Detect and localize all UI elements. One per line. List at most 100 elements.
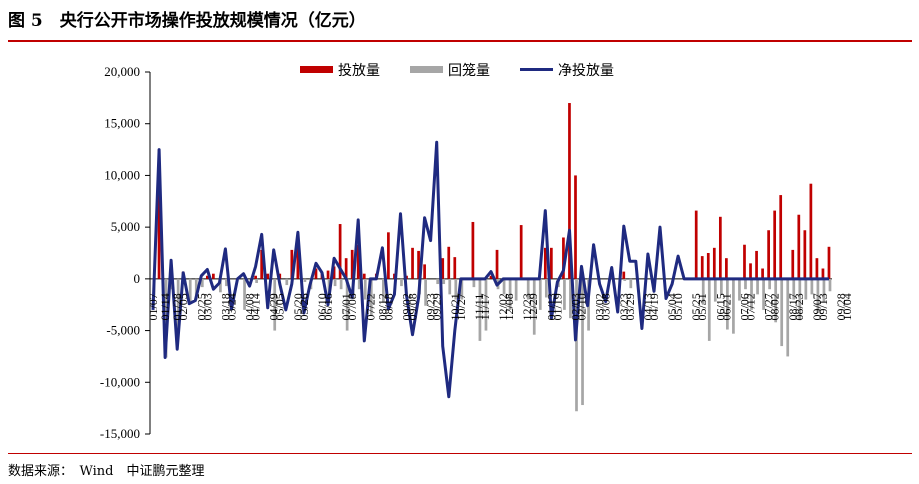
withdrawal-bar (569, 278, 572, 319)
x-tick-label: 05/26 (297, 293, 311, 320)
footer-divider (8, 453, 912, 454)
x-tick-label: 01/19 (550, 293, 564, 320)
injection-bar (495, 249, 499, 279)
x-tick-label: 01/14 (158, 293, 172, 320)
withdrawal-bar (732, 278, 735, 334)
injection-bar (423, 264, 426, 279)
injection-bar (821, 268, 825, 279)
legend-label: 净投放量 (558, 63, 614, 79)
withdrawal-bar (726, 278, 729, 330)
withdrawal-bar (701, 278, 705, 305)
injection-bar (356, 244, 360, 279)
legend: 投放量 回笼量 净投放量 (300, 62, 614, 79)
x-tick-label: 09/23 (424, 293, 438, 320)
x-tick-label: 04/19 (647, 293, 661, 320)
injection-bar (471, 221, 475, 279)
x-tick-label: 03/08 (599, 293, 613, 320)
injection-bar (743, 244, 746, 279)
x-tick-label: 01/13 (544, 293, 558, 320)
withdrawal-bar (768, 278, 771, 290)
withdrawal-bar (786, 278, 790, 357)
injection-bar (718, 216, 722, 279)
withdrawal-bar (400, 278, 403, 287)
x-tick-label: 05/31 (695, 293, 709, 320)
injection-bar (779, 195, 783, 279)
injection-bar (767, 230, 770, 279)
x-tick-label: 04/08 (243, 293, 257, 320)
withdrawal-bar (810, 278, 814, 295)
x-tick-label: 03/02 (593, 293, 607, 320)
injection-bar (260, 249, 264, 279)
injection-bar (791, 249, 795, 279)
withdrawal-bar (273, 278, 277, 331)
x-tick-label: 07/08 (345, 293, 359, 320)
injection-bar (332, 266, 336, 279)
withdrawal-bar (744, 278, 747, 290)
withdrawal-bar (532, 278, 536, 335)
x-tick-label: 03/03 (200, 293, 214, 320)
title-divider (8, 40, 912, 42)
withdrawal-bar (369, 278, 373, 316)
withdrawal-bar (822, 278, 826, 302)
injection-bar (773, 210, 777, 279)
x-tick-label: 08/17 (786, 293, 800, 320)
withdrawal-bar (581, 278, 584, 406)
tick-labels-layer: -15,000 -10,000 -5,000 0 5,000 10,000 15,000 20… (100, 64, 854, 441)
withdrawal-bar (357, 278, 361, 290)
injection-bar (827, 246, 831, 279)
x-tick-label: 06/21 (719, 293, 733, 320)
withdrawal-bar (623, 278, 627, 281)
withdrawal-bar (792, 278, 796, 300)
injection-bar (362, 273, 366, 279)
x-tick-label: 05/04 (665, 293, 679, 320)
x-tick-label: 05/05 (273, 293, 287, 320)
injection-bar (447, 246, 451, 279)
withdrawal-bar (544, 278, 548, 298)
injection-bar (254, 275, 257, 279)
withdrawal-bar (774, 278, 778, 323)
x-tick-label: 02/10 (575, 293, 589, 320)
injection-bar (574, 175, 577, 279)
injection-bar (562, 237, 565, 279)
x-tick-label: 09/07 (810, 293, 824, 320)
injection-bar (157, 149, 161, 279)
injection-bar (350, 249, 354, 279)
x-tick-label: 07/12 (744, 293, 758, 320)
injection-bar (290, 249, 294, 279)
bars-layer (152, 103, 832, 412)
injection-bar (694, 210, 698, 279)
injection-bar (700, 256, 704, 279)
source-note: 数据来源： Wind 中证鹏元整理 (8, 464, 205, 479)
withdrawal-bar (563, 278, 566, 310)
x-tick-label: 03/23 (617, 293, 631, 320)
withdrawal-bar (285, 278, 289, 286)
y-tick-label: -5,000 (106, 323, 140, 338)
withdrawal-bar (424, 278, 427, 306)
withdrawal-bar (472, 278, 476, 288)
injection-bar (543, 247, 547, 279)
x-tick-label: 12/23 (520, 293, 534, 320)
withdrawal-bar (575, 278, 578, 412)
injection-bar (755, 250, 758, 279)
withdrawal-bar (436, 278, 440, 285)
injection-bar (797, 214, 801, 279)
withdrawal-bar (508, 278, 512, 310)
y-tick-label: 10,000 (104, 167, 140, 182)
x-tick-label: 07/06 (737, 293, 751, 320)
legend-swatch (300, 66, 333, 73)
x-tick-label: 07/27 (762, 293, 776, 320)
x-tick-label: 03/24 (224, 293, 238, 320)
y-tick-label: 0 (134, 271, 141, 286)
injection-bar (568, 103, 571, 279)
withdrawal-bar (719, 278, 723, 295)
withdrawal-bar (176, 278, 180, 339)
withdrawal-bar (713, 278, 717, 302)
x-tick-label: 09/08 (406, 293, 420, 320)
y-tick-label: -15,000 (100, 426, 140, 441)
x-tick-label: 02/05 (176, 293, 190, 320)
x-tick-label: 12/29 (526, 293, 540, 320)
x-tick-label: 10/21 (448, 293, 462, 320)
withdrawal-bar (629, 278, 633, 289)
injection-bar (622, 271, 626, 279)
x-tick-label: 05/10 (671, 293, 685, 320)
